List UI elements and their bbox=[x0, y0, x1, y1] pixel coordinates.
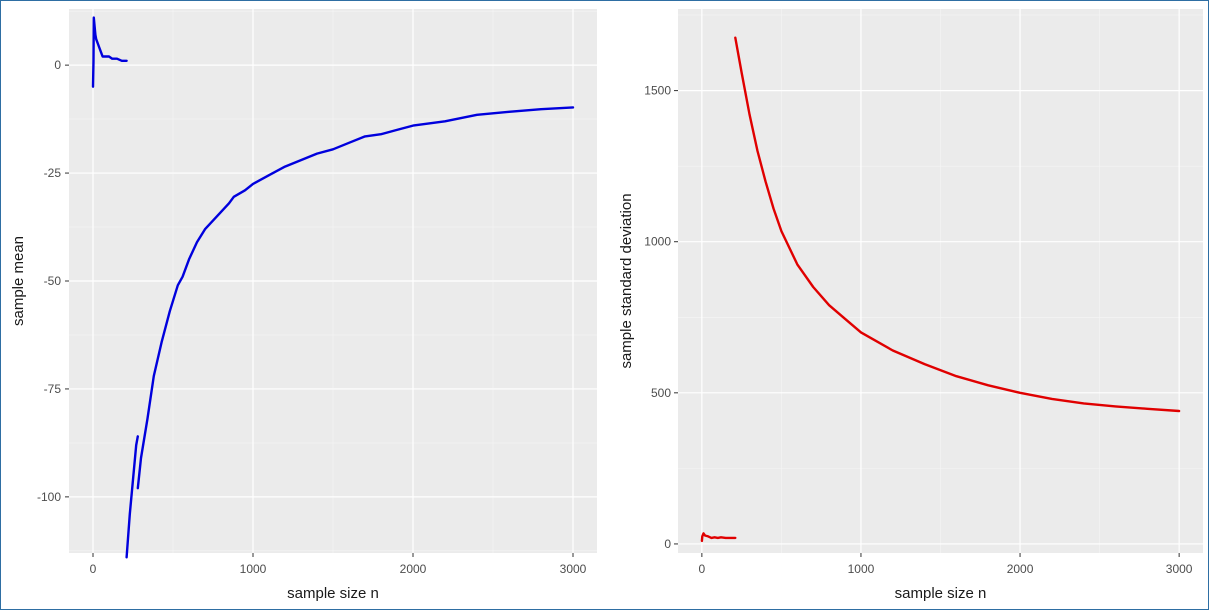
series-line-segment bbox=[700, 532, 737, 543]
y-tick-label: 0 bbox=[664, 537, 671, 551]
x-tick-label: 0 bbox=[90, 562, 97, 576]
y-tick-label: -75 bbox=[44, 382, 62, 396]
y-tick-label: -50 bbox=[44, 274, 62, 288]
y-tick-label: 500 bbox=[651, 386, 671, 400]
sample-sd-chart: 0 1000 2000 3000 0 500 1000 1500 sample size n sa… bbox=[618, 9, 1203, 602]
x-axis-title: sample size n bbox=[287, 585, 379, 602]
y-axis-title: sample standard deviation bbox=[618, 193, 635, 368]
y-tick-label: -25 bbox=[44, 166, 62, 180]
series-line-segment bbox=[136, 106, 575, 490]
sample-mean-chart: 0 1000 2000 3000 0 -25 -50 -75 -100 sample size n… bbox=[10, 9, 597, 602]
x-tick-label: 1000 bbox=[240, 562, 267, 576]
y-tick-label: 1500 bbox=[644, 84, 671, 98]
x-axis-title: sample size n bbox=[895, 585, 987, 602]
x-tick-label: 3000 bbox=[560, 562, 587, 576]
x-tick-label: 1000 bbox=[848, 562, 875, 576]
series-line-segment bbox=[91, 16, 128, 88]
x-tick-label: 2000 bbox=[400, 562, 427, 576]
series-line-segment bbox=[125, 435, 139, 559]
y-tick-label: 0 bbox=[54, 58, 61, 72]
y-tick-label: -100 bbox=[37, 490, 61, 504]
series-line-segment bbox=[734, 36, 1181, 413]
y-axis-title: sample mean bbox=[10, 236, 27, 326]
x-tick-label: 0 bbox=[699, 562, 706, 576]
x-tick-label: 2000 bbox=[1007, 562, 1034, 576]
y-tick-label: 1000 bbox=[644, 235, 671, 249]
x-tick-label: 3000 bbox=[1166, 562, 1193, 576]
